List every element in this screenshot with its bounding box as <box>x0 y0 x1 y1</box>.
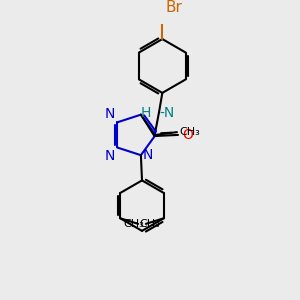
Text: H: H <box>141 106 151 119</box>
Text: CH₃: CH₃ <box>124 219 144 229</box>
Text: Br: Br <box>165 0 182 15</box>
Text: N: N <box>105 148 116 163</box>
Text: -N: -N <box>159 106 174 119</box>
Text: CH₃: CH₃ <box>140 219 160 229</box>
Text: CH₃: CH₃ <box>179 127 200 137</box>
Text: N: N <box>142 148 153 162</box>
Text: O: O <box>182 128 194 142</box>
Text: N: N <box>105 107 116 121</box>
